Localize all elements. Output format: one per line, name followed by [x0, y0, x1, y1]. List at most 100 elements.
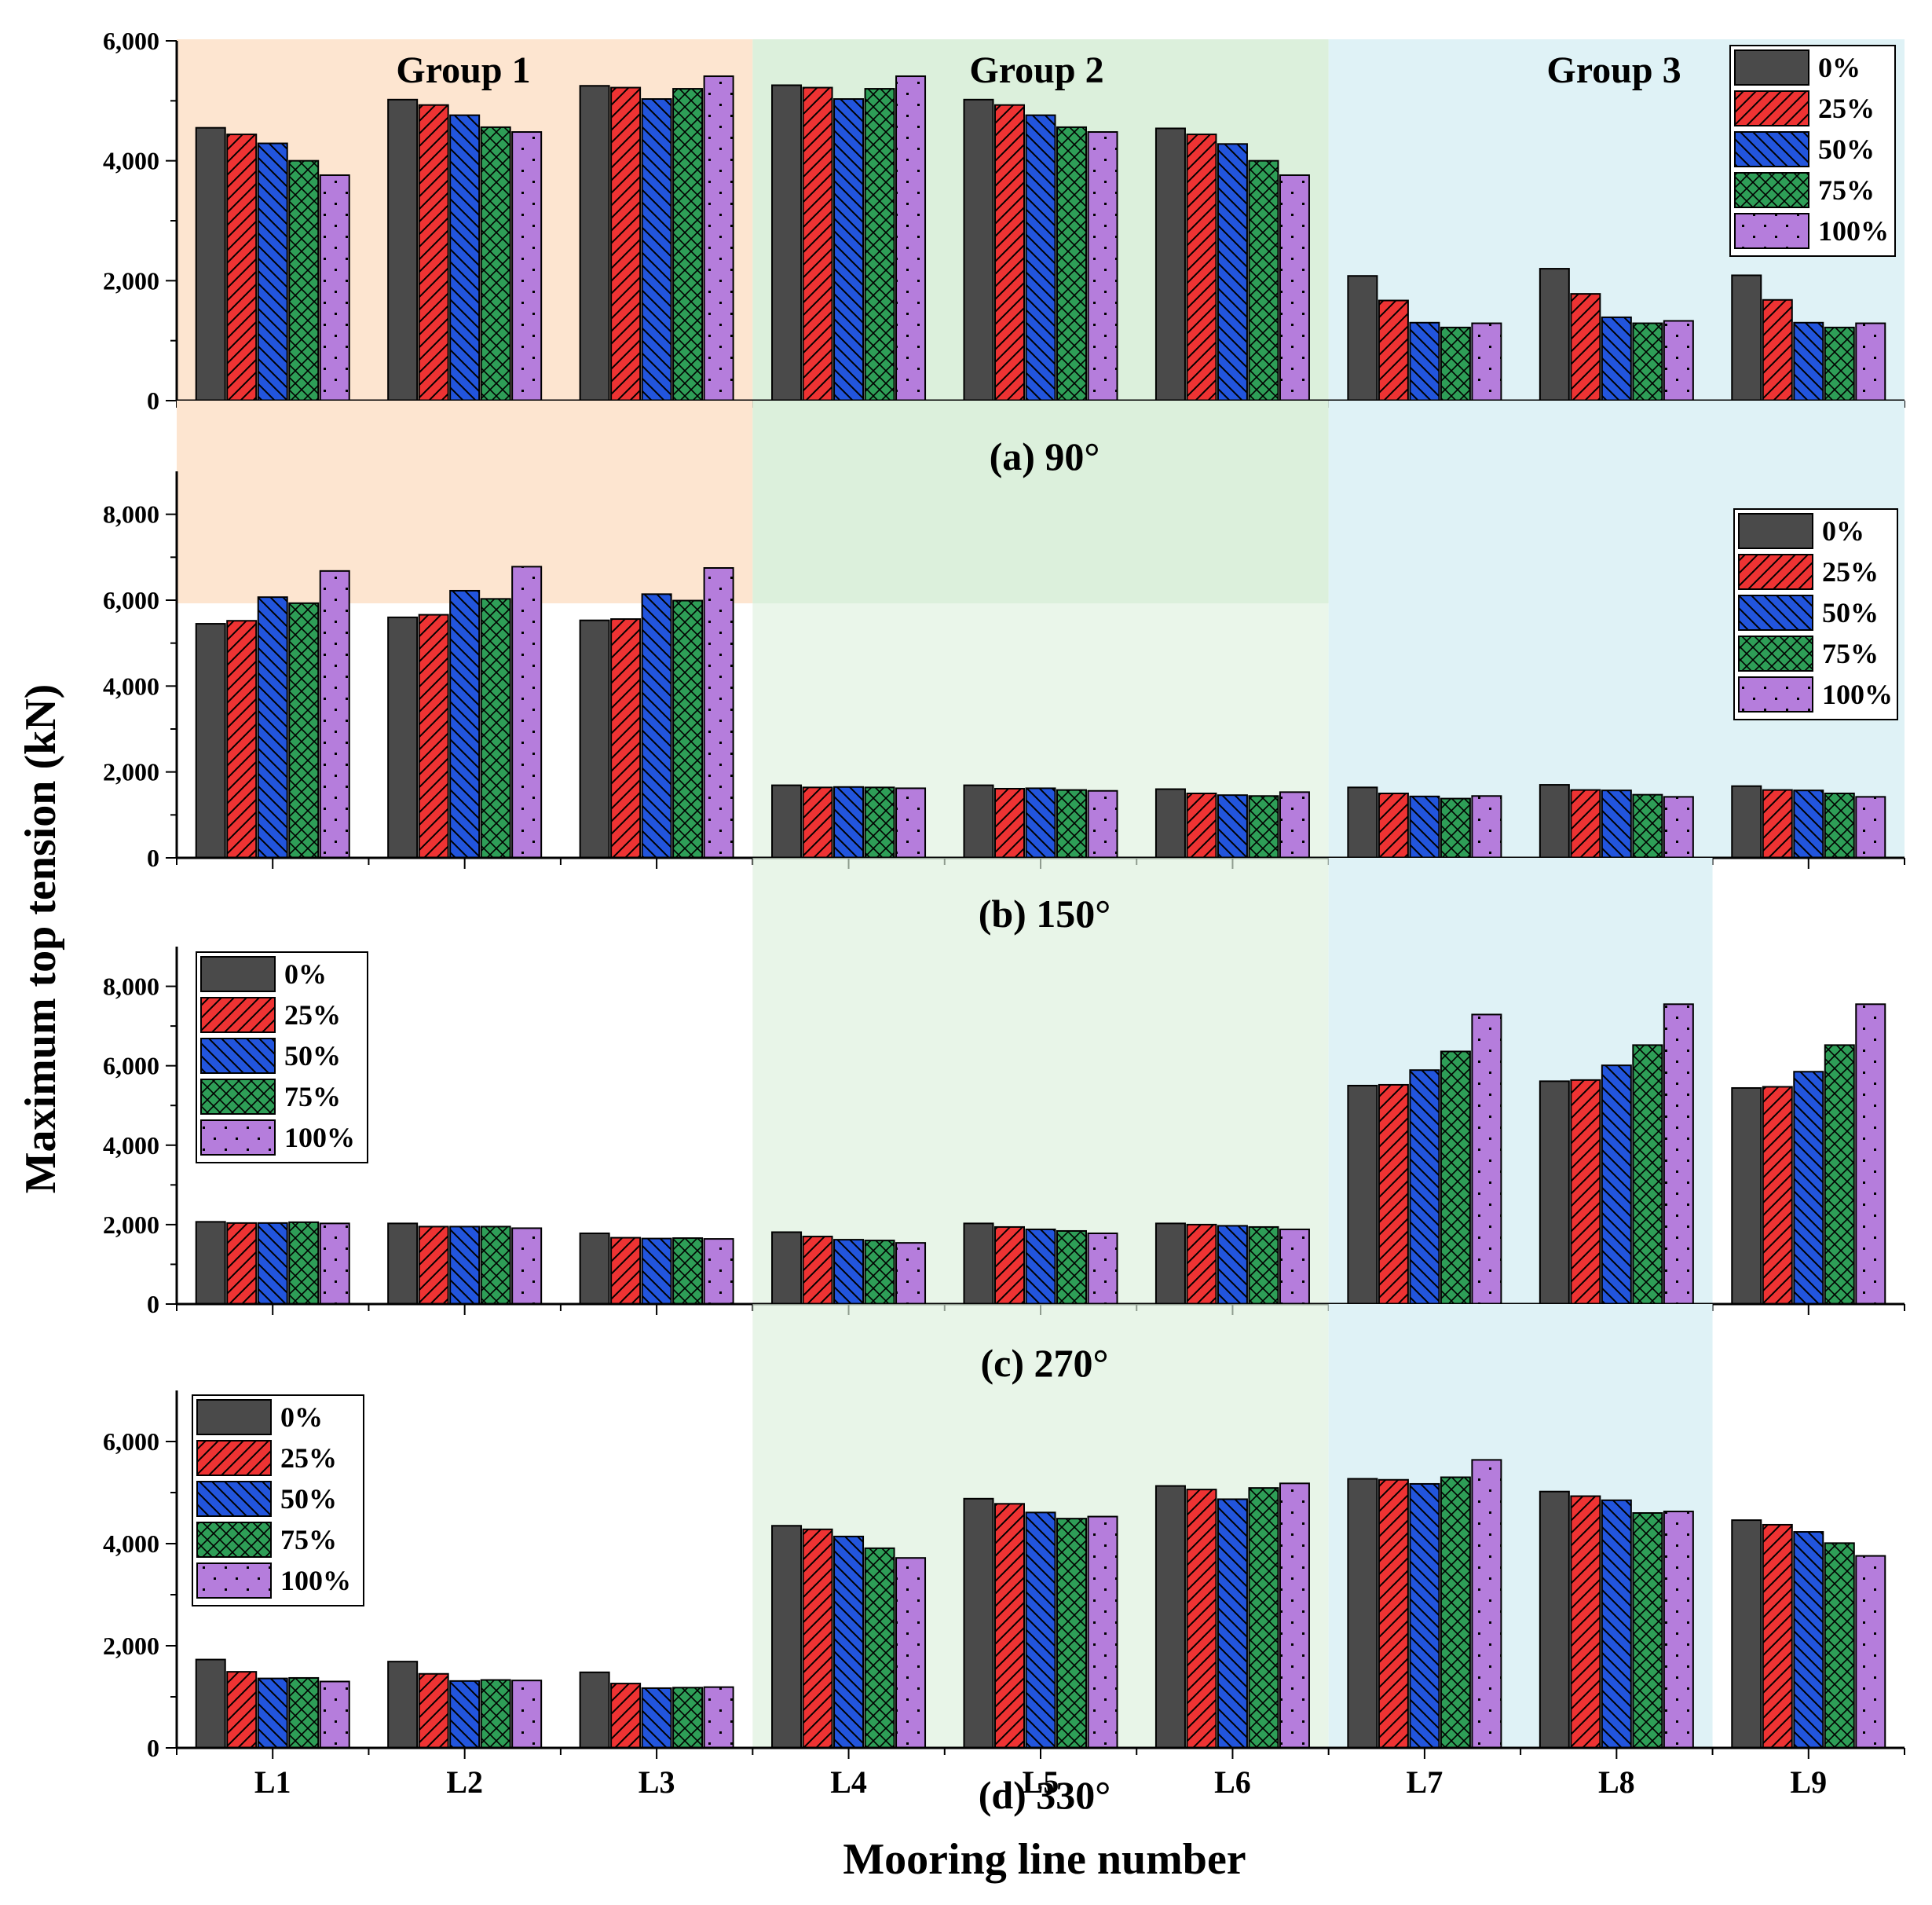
group-3-label: Group 3: [1546, 49, 1681, 91]
bar-L2-75pct: [480, 598, 511, 859]
bar-L4-75pct: [864, 786, 895, 859]
legend-label-25pct: 25%: [284, 999, 341, 1031]
bar-L2-100pct: [511, 1227, 543, 1305]
bar-L9-0pct: [1731, 785, 1762, 859]
bar-L2-50pct: [449, 589, 481, 859]
bar-L9-50pct: [1793, 1071, 1824, 1305]
bar-L8-75pct: [1632, 793, 1663, 859]
bar-L5-0pct: [963, 784, 994, 859]
bar-L3-75pct: [672, 1237, 704, 1305]
bar-L2-75pct: [480, 126, 511, 401]
bar-L9-50pct: [1793, 321, 1824, 401]
bar-L9-0pct: [1731, 1519, 1762, 1749]
legend-label-50pct: 50%: [1822, 597, 1879, 628]
bar-L4-100pct: [895, 787, 927, 859]
bar-L4-25pct: [802, 1528, 833, 1749]
legend-label-0pct: 0%: [284, 958, 327, 990]
legend-swatch-100pct: [200, 1119, 276, 1156]
bar-L8-75pct: [1632, 1044, 1663, 1306]
bar-L6-100pct: [1279, 791, 1310, 859]
legend-swatch-0pct: [200, 956, 276, 992]
group-1-label: Group 1: [396, 49, 530, 91]
y-tick-label: 4,000: [103, 147, 159, 175]
bar-L4-100pct: [895, 1242, 927, 1305]
y-tick-label: 0: [147, 1290, 159, 1318]
y-tick-label: 4,000: [103, 1131, 159, 1159]
bar-L9-100pct: [1855, 796, 1886, 859]
bar-L9-0pct: [1731, 1086, 1762, 1305]
bar-L2-50pct: [449, 1680, 481, 1749]
bar-L8-25pct: [1570, 1495, 1601, 1749]
bar-L6-50pct: [1217, 794, 1248, 859]
bar-L1-50pct: [257, 1677, 288, 1749]
bar-L9-75pct: [1824, 793, 1855, 859]
bar-L4-0pct: [771, 1525, 803, 1749]
y-tick-label: 6,000: [103, 1052, 159, 1080]
legend-label-75pct: 75%: [284, 1081, 341, 1112]
bar-L4-25pct: [802, 786, 833, 859]
bar-L5-25pct: [994, 1225, 1025, 1306]
legend-swatch-100pct: [1738, 676, 1813, 713]
bar-L3-100pct: [703, 567, 734, 859]
bar-L7-50pct: [1409, 1069, 1440, 1305]
bar-L8-50pct: [1601, 316, 1632, 401]
legend-swatch-50pct: [1734, 131, 1809, 167]
legend: 0% 25% 50% 75% 100%: [1733, 508, 1898, 720]
legend-label-0pct: 0%: [280, 1401, 323, 1433]
bar-L3-0pct: [579, 1233, 610, 1305]
y-tick-label: 2,000: [103, 1211, 159, 1239]
bar-L7-25pct: [1378, 793, 1409, 859]
bar-L7-25pct: [1378, 1083, 1409, 1306]
x-category-label-L4: L4: [830, 1764, 867, 1800]
bar-L9-100pct: [1855, 322, 1886, 401]
legend-swatch-25pct: [196, 1440, 272, 1476]
bar-L4-50pct: [833, 98, 865, 401]
bar-L9-75pct: [1824, 1044, 1855, 1306]
bar-L2-0pct: [387, 1222, 419, 1305]
x-axis-title: Mooring line number: [843, 1835, 1246, 1884]
bar-L2-0pct: [387, 616, 419, 859]
bar-L6-100pct: [1279, 1482, 1310, 1749]
bar-L8-0pct: [1539, 268, 1570, 402]
bar-L2-100pct: [511, 1680, 543, 1749]
group-band-2: [752, 401, 1329, 603]
bar-L1-75pct: [288, 602, 320, 859]
bar-L1-0pct: [195, 126, 226, 402]
bar-L7-100pct: [1471, 795, 1502, 859]
bar-L5-0pct: [963, 1222, 994, 1305]
bar-L6-25pct: [1186, 1489, 1217, 1749]
bar-L9-25pct: [1762, 1523, 1793, 1749]
bar-L8-25pct: [1570, 789, 1601, 859]
y-tick-label: 0: [147, 386, 159, 415]
x-category-label-L8: L8: [1598, 1764, 1635, 1800]
y-tick-label: 8,000: [103, 973, 159, 1001]
bar-L6-0pct: [1154, 1485, 1186, 1749]
bar-L7-0pct: [1347, 1478, 1378, 1749]
bar-L1-0pct: [195, 623, 226, 859]
bar-L5-50pct: [1025, 1511, 1056, 1749]
legend-swatch-25pct: [200, 997, 276, 1033]
group-2-label: Group 2: [969, 49, 1103, 91]
bar-L8-100pct: [1663, 1003, 1694, 1305]
bar-L8-0pct: [1539, 1490, 1570, 1749]
bar-L9-0pct: [1731, 274, 1762, 402]
bar-L7-100pct: [1471, 1013, 1502, 1305]
bar-L5-50pct: [1025, 787, 1056, 859]
panel-a-caption: (a) 90°: [990, 434, 1100, 478]
bar-L6-50pct: [1217, 143, 1248, 401]
bar-L5-25pct: [994, 1503, 1025, 1749]
bar-L8-75pct: [1632, 1512, 1663, 1749]
legend-label-25pct: 25%: [1818, 93, 1875, 124]
legend-swatch-75pct: [200, 1079, 276, 1115]
bar-L6-50pct: [1217, 1498, 1248, 1749]
legend-label-50pct: 50%: [280, 1483, 337, 1515]
bar-L3-50pct: [641, 1237, 672, 1306]
legend-label-0pct: 0%: [1822, 515, 1864, 547]
bar-L6-25pct: [1186, 793, 1217, 859]
bar-L2-100pct: [511, 131, 543, 401]
bar-L1-0pct: [195, 1221, 226, 1305]
bar-L7-0pct: [1347, 275, 1378, 401]
y-tick-label: 6,000: [103, 1427, 159, 1456]
bar-L7-25pct: [1378, 1478, 1409, 1749]
